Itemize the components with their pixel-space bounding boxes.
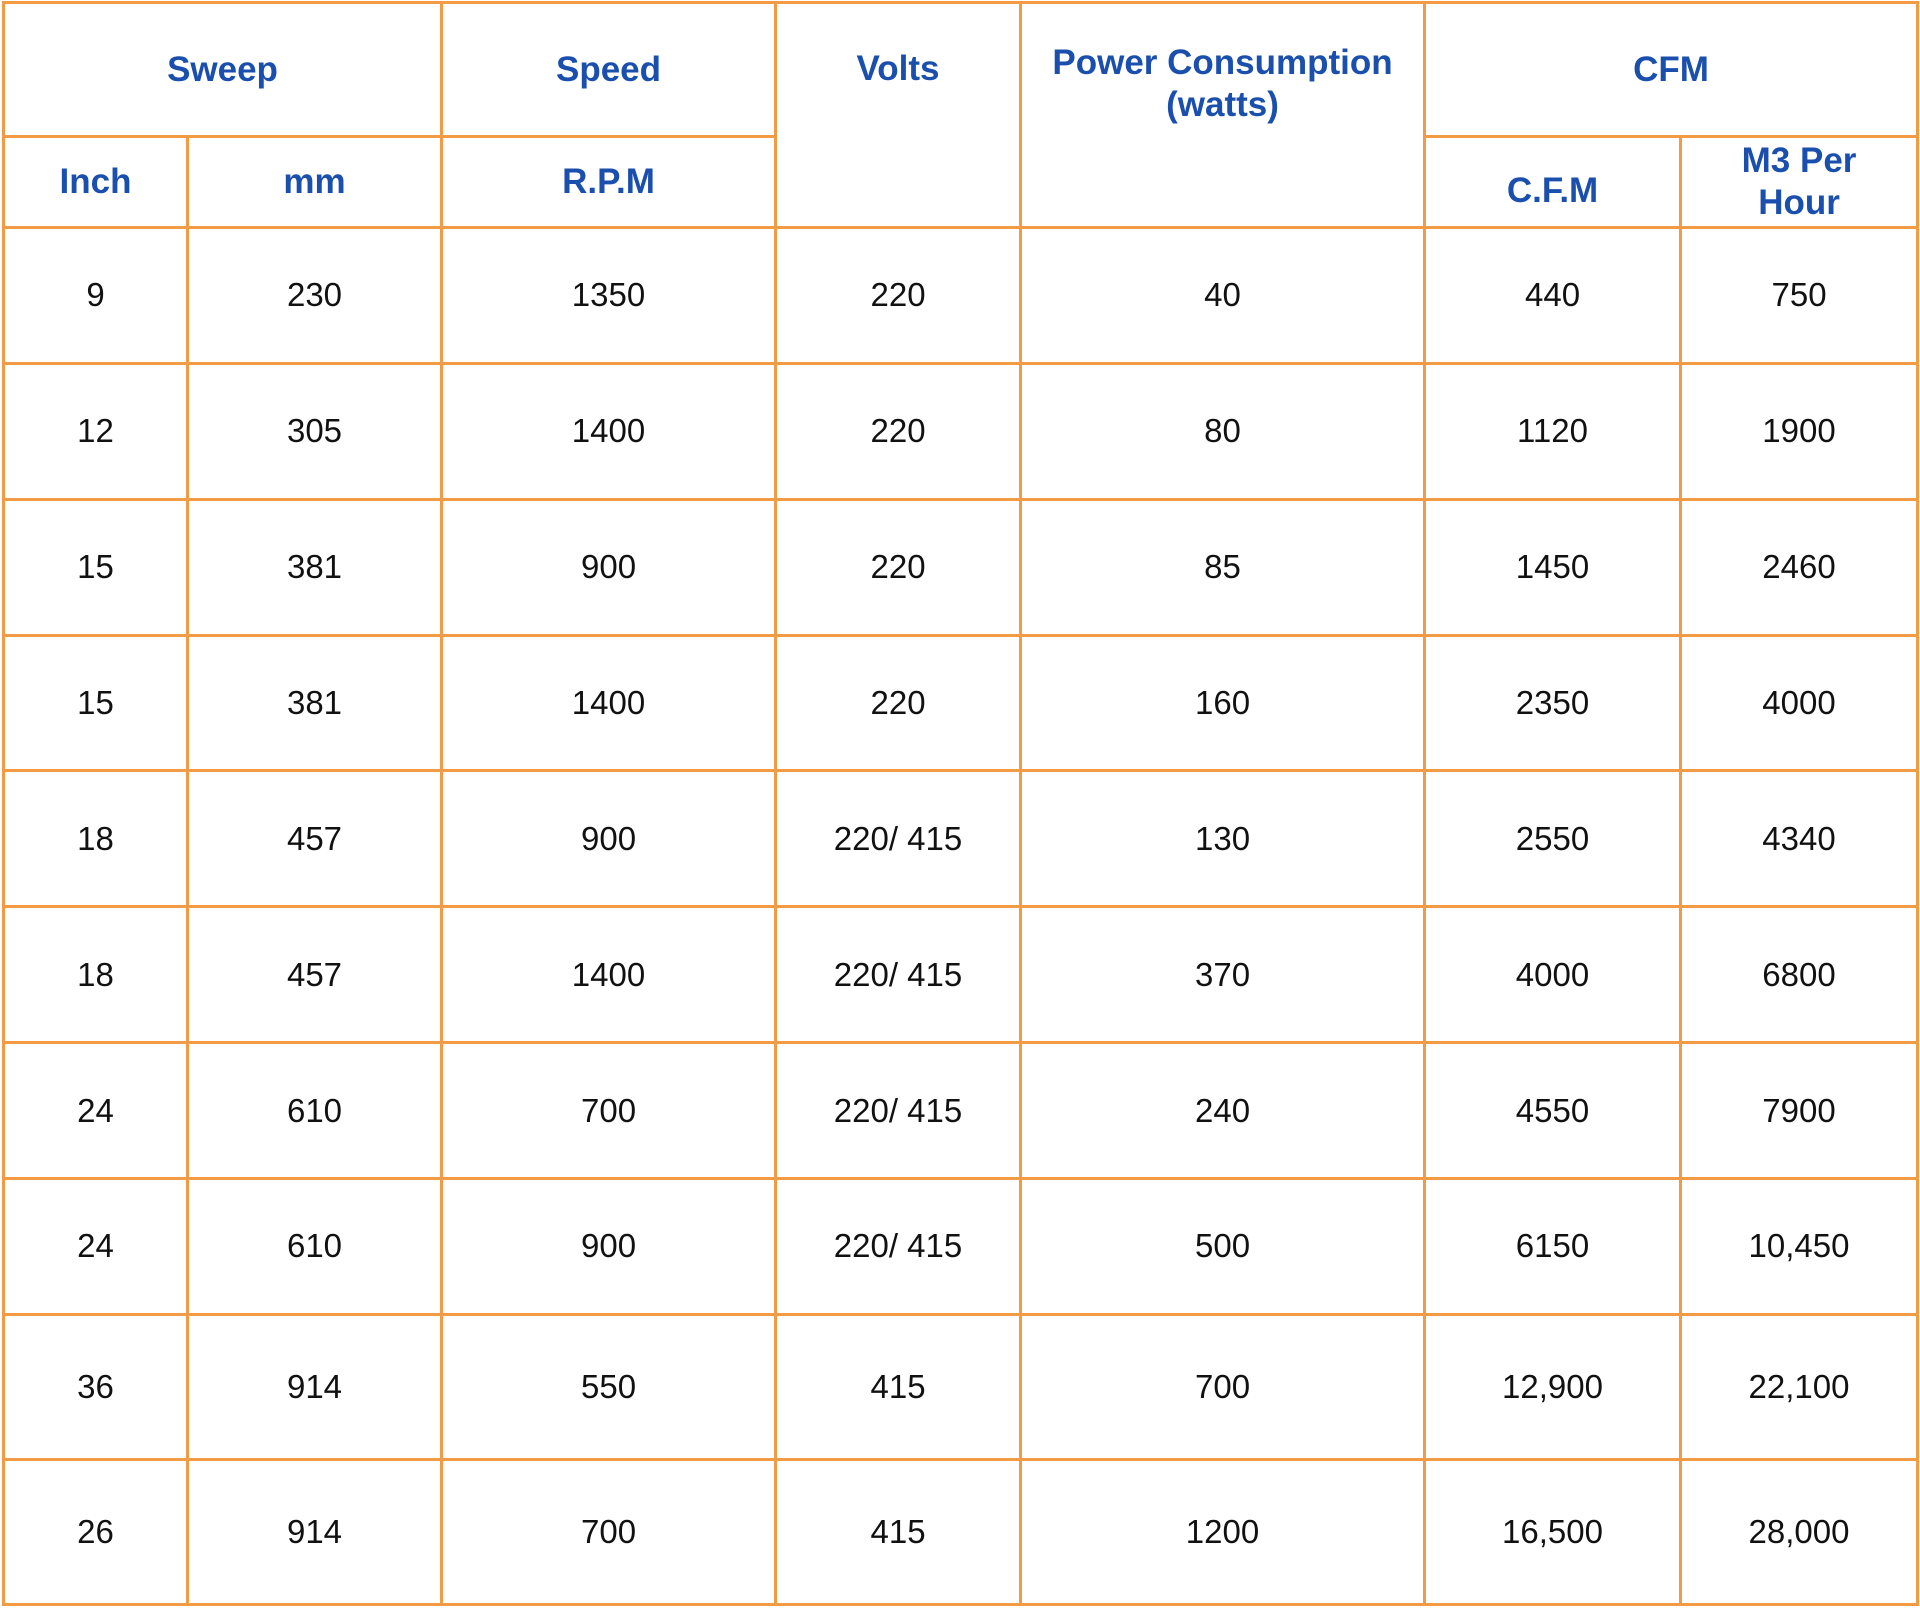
cell-watts: 240 [1019,1041,1427,1181]
cell-inch: 15 [2,633,189,773]
table-row: 18 457 900 220/ 415 130 2550 4340 [2,769,1920,909]
table-row: 24 610 700 220/ 415 240 4550 7900 [2,1041,1920,1181]
cell-inch: 12 [2,361,189,501]
cell-cfm: 4000 [1423,905,1683,1045]
cell-inch: 18 [2,769,189,909]
cell-volts: 220 [774,633,1023,773]
cell-cfm: 2550 [1423,769,1683,909]
cell-m3: 1900 [1679,361,1920,501]
header-power: Power Consumption (watts) [1019,1,1427,229]
cell-inch: 24 [2,1177,189,1316]
cell-mm: 914 [185,1457,444,1607]
cell-inch: 36 [2,1312,189,1461]
header-speed: Speed [440,1,778,138]
cell-rpm: 1400 [440,361,778,501]
cell-watts: 500 [1019,1177,1427,1316]
cell-volts: 220 [774,497,1023,637]
cell-cfm: 12,900 [1423,1312,1683,1461]
cell-cfm: 1450 [1423,497,1683,637]
cell-volts: 415 [774,1457,1023,1607]
table-row: 24 610 900 220/ 415 500 6150 10,450 [2,1177,1920,1316]
cell-m3: 28,000 [1679,1457,1920,1607]
cell-volts: 220/ 415 [774,905,1023,1045]
cell-rpm: 900 [440,1177,778,1316]
cell-cfm: 4550 [1423,1041,1683,1181]
cell-watts: 160 [1019,633,1427,773]
cell-cfm: 6150 [1423,1177,1683,1316]
cell-rpm: 550 [440,1312,778,1461]
cell-cfm: 16,500 [1423,1457,1683,1607]
cell-rpm: 700 [440,1041,778,1181]
table-row: 18 457 1400 220/ 415 370 4000 6800 [2,905,1920,1045]
cell-watts: 1200 [1019,1457,1427,1607]
table-row: 36 914 550 415 700 12,900 22,100 [2,1312,1920,1461]
cell-rpm: 1350 [440,226,778,365]
cell-m3: 2460 [1679,497,1920,637]
header-mm: mm [185,135,444,229]
cell-watts: 130 [1019,769,1427,909]
cell-mm: 457 [185,769,444,909]
cell-m3: 22,100 [1679,1312,1920,1461]
cell-mm: 914 [185,1312,444,1461]
cell-rpm: 1400 [440,633,778,773]
header-volts: Volts [774,1,1023,229]
cell-mm: 305 [185,361,444,501]
cell-m3: 6800 [1679,905,1920,1045]
cell-rpm: 1400 [440,905,778,1045]
table-row: 15 381 900 220 85 1450 2460 [2,497,1920,637]
cell-m3: 4000 [1679,633,1920,773]
cell-volts: 415 [774,1312,1023,1461]
cell-mm: 610 [185,1177,444,1316]
cell-watts: 85 [1019,497,1427,637]
cell-watts: 700 [1019,1312,1427,1461]
header-rpm: R.P.M [440,135,778,229]
cell-inch: 24 [2,1041,189,1181]
header-cfm: C.F.M [1423,135,1683,229]
cell-rpm: 700 [440,1457,778,1607]
table-row: 15 381 1400 220 160 2350 4000 [2,633,1920,773]
header-cfm-group: CFM [1423,1,1920,138]
cell-m3: 750 [1679,226,1920,365]
cell-volts: 220/ 415 [774,1041,1023,1181]
cell-mm: 610 [185,1041,444,1181]
cell-volts: 220/ 415 [774,769,1023,909]
cell-cfm: 440 [1423,226,1683,365]
cell-inch: 18 [2,905,189,1045]
cell-mm: 457 [185,905,444,1045]
table-body: 9 230 1350 220 40 440 750 12 305 1400 220 80 1120 190… [2,226,1920,1607]
header-sweep: Sweep [1,1,444,138]
cell-watts: 370 [1019,905,1427,1045]
cell-rpm: 900 [440,497,778,637]
cell-mm: 381 [185,633,444,773]
header-inch: Inch [2,135,189,229]
cell-m3: 7900 [1679,1041,1920,1181]
header-row-top: Sweep Speed Volts Power Consumption (wat… [1,1,1920,229]
table-row: 26 914 700 415 1200 16,500 28,000 [2,1457,1920,1607]
cell-m3: 10,450 [1679,1177,1920,1316]
cell-mm: 230 [185,226,444,365]
cell-rpm: 900 [440,769,778,909]
cell-watts: 40 [1019,226,1427,365]
table-row: 12 305 1400 220 80 1120 1900 [2,361,1920,501]
cell-volts: 220/ 415 [774,1177,1023,1316]
cell-volts: 220 [774,361,1023,501]
cell-inch: 26 [2,1457,189,1607]
cell-volts: 220 [774,226,1023,365]
cell-m3: 4340 [1679,769,1920,909]
cell-inch: 15 [2,497,189,637]
header-m3-per-hour: M3 Per Hour [1679,135,1920,229]
cell-inch: 9 [2,226,189,365]
cell-mm: 381 [185,497,444,637]
header-row-sub: Inch mm R.P.M C.F.M M3 Per Hour [2,135,1920,229]
cell-cfm: 2350 [1423,633,1683,773]
cell-watts: 80 [1019,361,1427,501]
table-header: Sweep Speed Volts Power Consumption (wat… [1,1,1920,229]
cell-cfm: 1120 [1423,361,1683,501]
table-row: 9 230 1350 220 40 440 750 [2,226,1920,365]
